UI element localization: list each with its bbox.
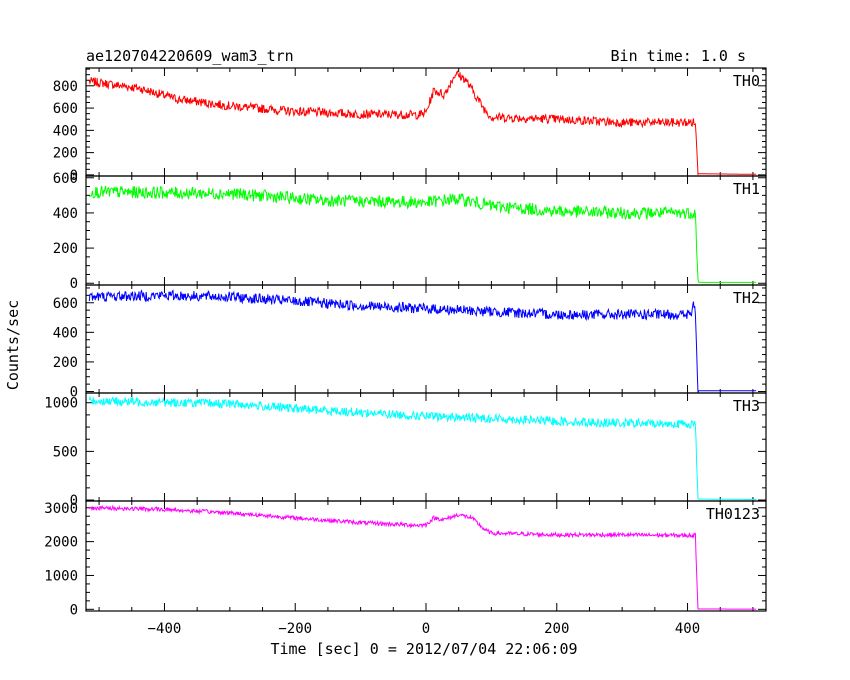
panel-frame: [85, 175, 767, 286]
y-tick-label: 0: [70, 493, 78, 509]
panel-th2: 0 200 400 600 TH2: [53, 284, 767, 401]
x-tick-label: −400: [148, 621, 182, 637]
series-line-th1: [89, 185, 757, 283]
y-tick-label: 400: [53, 206, 78, 222]
series-line-th0123: [88, 504, 757, 610]
y-tick-label: 0: [70, 602, 78, 618]
y-tick-label: 200: [53, 355, 78, 371]
series-label: TH0123: [706, 505, 760, 523]
x-tick-label: 200: [544, 621, 569, 637]
y-axis-label: Counts/sec: [4, 300, 22, 390]
series-label: TH0: [733, 72, 760, 90]
y-tick-label: 1000: [44, 568, 78, 584]
panel-frame: [85, 500, 767, 612]
y-tick-label: 400: [53, 123, 78, 139]
y-tick-label: 0: [70, 385, 78, 401]
chart-title: ae120704220609_wam3_trn: [86, 47, 294, 65]
panel-frame: [85, 284, 767, 394]
series-line-th0: [88, 70, 757, 176]
x-tick-label: 0: [422, 621, 430, 637]
y-tick-label: 800: [53, 79, 78, 95]
series-label: TH2: [733, 289, 760, 307]
panel-th0: 0 200 400 600 800 TH0: [53, 67, 767, 184]
y-tick-label: 600: [53, 171, 78, 187]
y-tick-label: 400: [53, 325, 78, 341]
y-tick-label: 2000: [44, 535, 78, 551]
panel-th0123: 0 1000 2000 3000 TH0123: [44, 500, 767, 618]
x-tick-label: 400: [675, 621, 700, 637]
y-tick-label: 0: [70, 276, 78, 292]
y-tick-label: 600: [53, 101, 78, 117]
series-label: TH3: [733, 397, 760, 415]
panel-frame: [85, 67, 767, 177]
y-tick-label: 600: [53, 296, 78, 312]
x-tick-label: −200: [278, 621, 312, 637]
series-line-th3: [88, 395, 757, 500]
y-tick-label: 200: [53, 241, 78, 257]
x-axis-label: Time [sec] 0 = 2012/07/04 22:06:09: [270, 640, 577, 658]
y-tick-label: 500: [53, 444, 78, 460]
y-tick-label: 200: [53, 146, 78, 162]
series-label: TH1: [733, 180, 760, 198]
panel-th1: 0 200 400 600 TH1: [53, 171, 767, 292]
bin-time-label: Bin time: 1.0 s: [611, 47, 746, 65]
y-tick-label: 3000: [44, 501, 78, 517]
y-tick-label: 0: [70, 168, 78, 184]
panel-frame: [85, 392, 767, 502]
y-tick-label: 1000: [44, 396, 78, 412]
panels-group: 0 200 400 600 800 TH0 0 200 400 600 TH1 0 200 400 600 T…: [44, 67, 767, 637]
panel-th3: 0 500 1000 TH3: [44, 392, 767, 509]
series-line-th2: [88, 289, 757, 393]
